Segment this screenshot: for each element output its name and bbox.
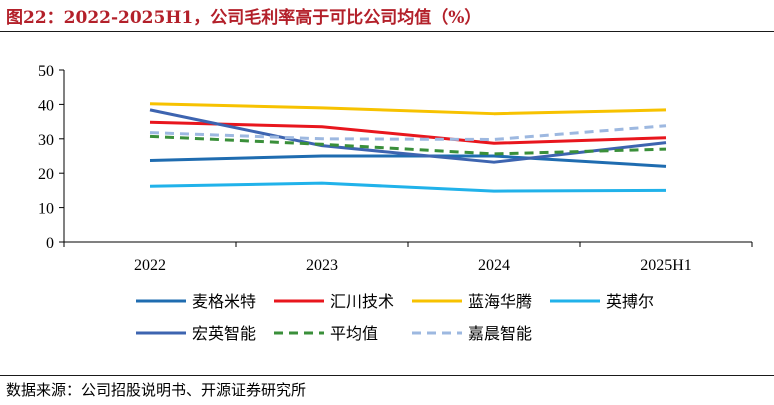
source-rule <box>0 375 774 376</box>
legend-label-2: 汇川技术 <box>330 293 394 311</box>
series-line-7 <box>149 124 667 141</box>
series-line-1 <box>149 154 667 168</box>
series-line-4 <box>149 181 667 193</box>
y-tick-label: 10 <box>38 201 54 218</box>
gross-margin-line-chart: 0 10 20 30 40 50 2022 2023 2024 2025H1 麦格米特 汇川技术 蓝海… <box>38 63 753 343</box>
series-line-6 <box>149 134 667 156</box>
chart-series-lines <box>149 102 667 193</box>
legend-label-7: 嘉晨智能 <box>468 325 532 343</box>
series-line-5 <box>149 108 667 164</box>
figure-title: 图22：2022-2025H1，公司毛利率高于可比公司均值（%） <box>6 8 482 28</box>
legend-label-6: 平均值 <box>330 325 378 343</box>
legend-label-1: 麦格米特 <box>192 293 256 311</box>
y-tick-label: 40 <box>38 97 54 114</box>
x-tick-label: 2024 <box>478 257 510 274</box>
chart-axes: 0 10 20 30 40 50 2022 2023 2024 2025H1 <box>38 63 753 274</box>
x-tick-label: 2025H1 <box>640 257 692 274</box>
source-note: 数据来源：公司招股说明书、开源证券研究所 <box>6 381 307 399</box>
title-rule <box>0 31 774 32</box>
y-tick-label: 20 <box>38 166 54 183</box>
series-line-3 <box>149 102 667 116</box>
series-line-2 <box>149 120 667 145</box>
x-tick-label: 2022 <box>134 257 166 274</box>
legend-label-3: 蓝海华腾 <box>468 293 532 311</box>
y-tick-label: 50 <box>38 63 54 80</box>
y-tick-label: 30 <box>38 132 54 149</box>
x-tick-label: 2023 <box>306 257 338 274</box>
legend-label-5: 宏英智能 <box>192 325 256 343</box>
y-tick-label: 0 <box>46 235 54 252</box>
legend-label-4: 英搏尔 <box>606 293 654 311</box>
